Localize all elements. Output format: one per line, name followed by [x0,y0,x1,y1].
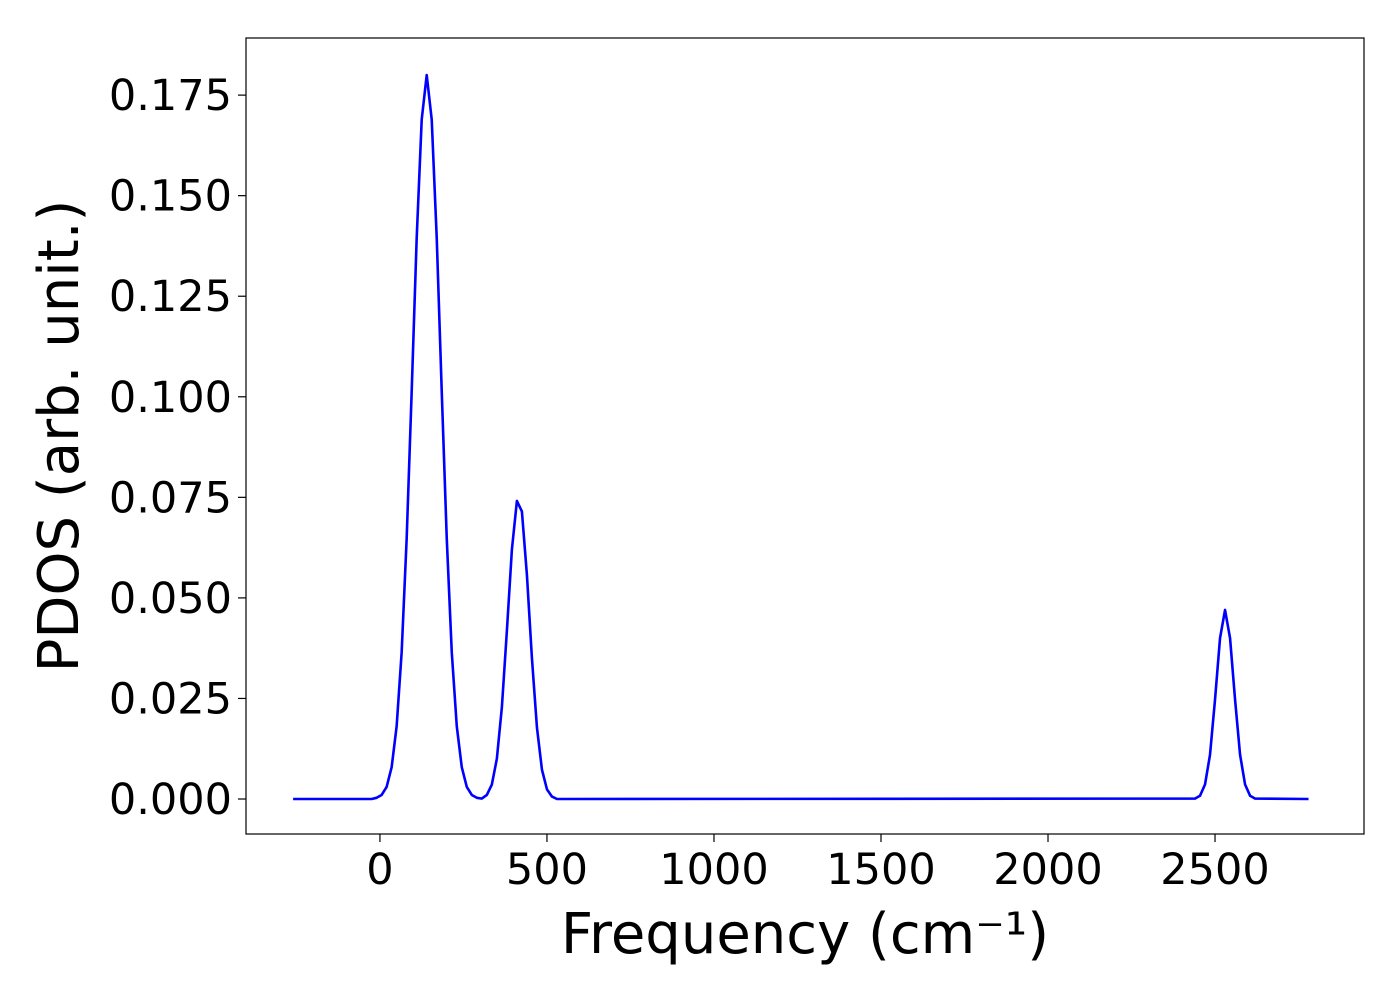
data-line [293,73,1309,801]
y-tick-label: 0.100 [109,373,232,423]
y-tick-label: 0.175 [109,71,232,121]
x-tick-label: 500 [506,845,588,895]
x-tick-label: 1000 [659,845,768,895]
y-tick-label: 0.050 [109,574,232,624]
x-axis-label: Frequency (cm⁻¹) [561,902,1049,967]
y-tick-label: 0.075 [109,473,232,523]
x-tick-label: 0 [366,845,393,895]
y-tick-label: 0.025 [109,674,232,724]
x-tick-label: 1500 [826,845,935,895]
y-tick-label: 0.125 [109,272,232,322]
y-tick-label: 0.150 [109,172,232,222]
x-tick-label: 2500 [1160,845,1269,895]
plot-frame [245,37,1365,835]
x-tick-label: 2000 [993,845,1102,895]
y-axis-label: PDOS (arb. unit.) [27,200,92,673]
y-tick-label: 0.000 [109,775,232,825]
